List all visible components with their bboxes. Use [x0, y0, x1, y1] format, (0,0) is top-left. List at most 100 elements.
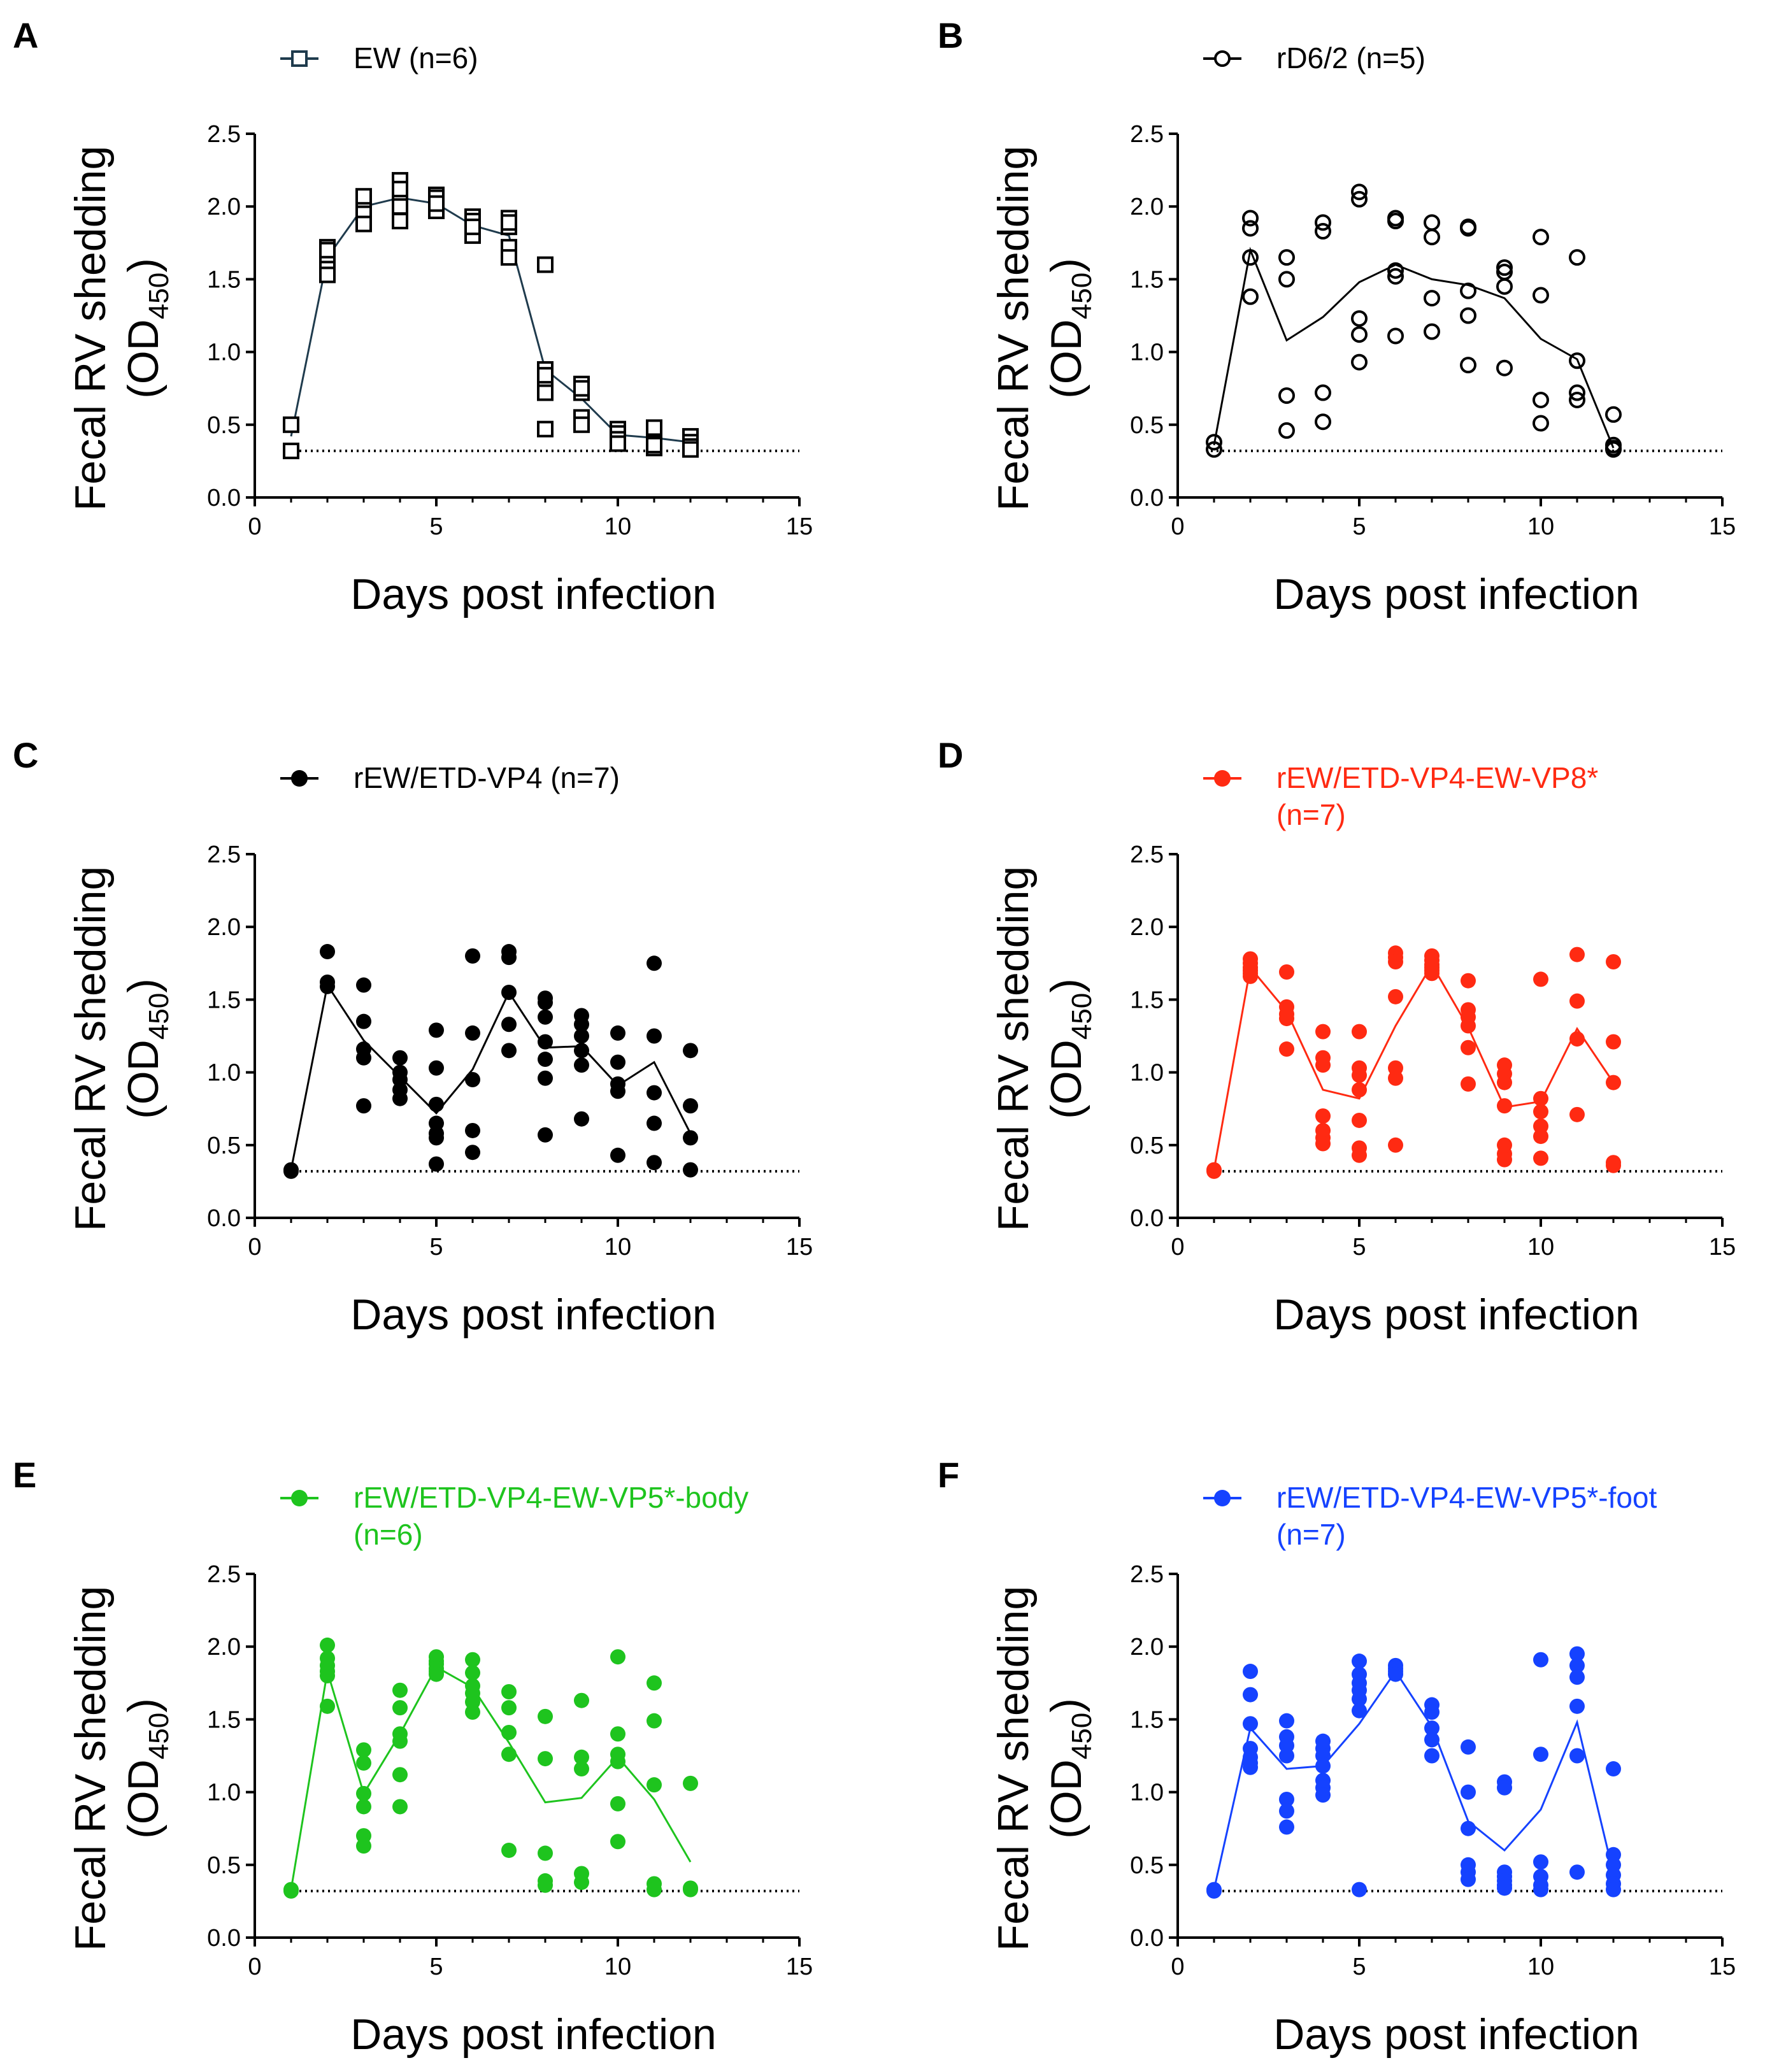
data-point [1388, 989, 1403, 1004]
data-point [1569, 1657, 1585, 1673]
y-tick-label: 1.5 [1130, 1706, 1164, 1733]
data-point [501, 1747, 517, 1762]
y-tick-label: 1.0 [207, 1060, 241, 1087]
data-point [538, 1052, 553, 1068]
data-point [1279, 1748, 1294, 1764]
data-point [319, 241, 336, 259]
y-axis-unit-close: ) [1042, 978, 1090, 993]
data-point [1278, 422, 1295, 439]
x-axis-title: Days post infection [1273, 1290, 1640, 1339]
data-point [574, 1761, 589, 1777]
data-point [392, 213, 408, 230]
panel-letter: E [13, 1455, 36, 1495]
data-point [319, 266, 336, 283]
x-tick-label: 5 [429, 1954, 443, 1980]
x-tick-label: 10 [604, 1234, 631, 1261]
data-point [1387, 268, 1404, 285]
y-tick-label: 2.5 [1130, 121, 1164, 148]
data-point [574, 1111, 589, 1127]
x-tick-label: 5 [429, 513, 443, 540]
data-point [1569, 1106, 1585, 1122]
data-point [392, 1799, 408, 1815]
data-point [1424, 1704, 1440, 1720]
y-tick-label: 0.5 [1130, 1852, 1164, 1879]
data-point [501, 1700, 517, 1716]
data-point [1461, 1784, 1476, 1800]
data-point [1424, 323, 1440, 340]
data-point [647, 1155, 662, 1171]
data-point [1315, 1057, 1331, 1073]
y-tick-label: 0.0 [1130, 1925, 1164, 1952]
data-point [356, 1838, 371, 1854]
data-point [1606, 954, 1621, 970]
y-axis-title: Fecal RV shedding [66, 866, 115, 1231]
data-point [647, 1713, 662, 1729]
data-point [1352, 1024, 1367, 1040]
data-point [429, 1130, 444, 1146]
legend-marker [1214, 770, 1231, 787]
data-point [1569, 1669, 1585, 1685]
data-point [429, 1060, 444, 1076]
data-point [1351, 354, 1368, 371]
data-point [683, 1098, 698, 1114]
data-point [647, 1675, 662, 1691]
data-point [1533, 287, 1549, 304]
y-tick-label: 2.5 [1130, 1561, 1164, 1588]
data-point [610, 1754, 625, 1769]
data-point [683, 1162, 698, 1178]
data-point [683, 1882, 698, 1897]
data-point [356, 1098, 371, 1114]
y-tick-label: 2.5 [207, 1561, 241, 1588]
data-point [1461, 1739, 1476, 1755]
data-point [283, 1883, 299, 1899]
data-point [538, 994, 553, 1010]
legend-marker [1214, 50, 1231, 67]
y-axis-unit-open: (OD [119, 319, 168, 399]
legend-marker [1214, 1490, 1231, 1506]
data-point [574, 1692, 589, 1708]
data-point [1352, 1654, 1367, 1669]
data-point [573, 380, 590, 397]
data-point [429, 1096, 444, 1112]
y-axis-unit-subscript: 450 [1066, 1713, 1097, 1759]
data-point [1388, 1666, 1403, 1682]
data-point [392, 1090, 408, 1106]
data-point [1606, 1157, 1621, 1173]
data-point [1533, 1882, 1548, 1897]
data-point [501, 1684, 517, 1700]
data-point [1569, 391, 1585, 408]
data-point [1605, 406, 1622, 423]
data-point [610, 1147, 625, 1163]
y-tick-label: 2.0 [1130, 194, 1164, 220]
data-point [428, 195, 445, 212]
data-point [1460, 282, 1476, 299]
data-point [283, 416, 299, 433]
data-point [501, 1724, 517, 1740]
y-tick-label: 0.5 [1130, 1132, 1164, 1159]
data-point [1242, 220, 1259, 237]
x-tick-label: 0 [248, 1234, 261, 1261]
data-point [1279, 1819, 1294, 1835]
panel-f: F 0.0 0.5 1.0 1.5 2.0 2.5 0 5 10 15 Days post infec… [938, 1455, 1736, 2059]
y-tick-label: 2.0 [1130, 914, 1164, 941]
y-tick-label: 2.0 [1130, 1634, 1164, 1661]
data-point [1351, 190, 1368, 208]
data-point [1243, 1759, 1258, 1775]
data-point [1242, 288, 1259, 305]
y-axis-title: Fecal RV shedding [66, 146, 115, 511]
legend-label-line2: (n=6) [354, 1518, 423, 1551]
y-axis-unit-open: (OD [1042, 319, 1090, 399]
data-point [1279, 1041, 1294, 1057]
data-point [1315, 1787, 1331, 1803]
y-axis-unit-subscript: 450 [143, 1713, 175, 1759]
y-tick-label: 1.0 [1130, 1060, 1164, 1087]
data-point [1460, 357, 1476, 374]
data-point [537, 367, 554, 384]
y-axis-title: Fecal RV shedding [989, 146, 1038, 511]
data-point [1242, 210, 1259, 227]
y-tick-label: 1.0 [207, 1780, 241, 1806]
x-tick-label: 0 [1171, 1954, 1184, 1980]
data-point [610, 1083, 625, 1099]
data-point [610, 1834, 625, 1850]
y-axis-unit-subscript: 450 [143, 273, 175, 319]
